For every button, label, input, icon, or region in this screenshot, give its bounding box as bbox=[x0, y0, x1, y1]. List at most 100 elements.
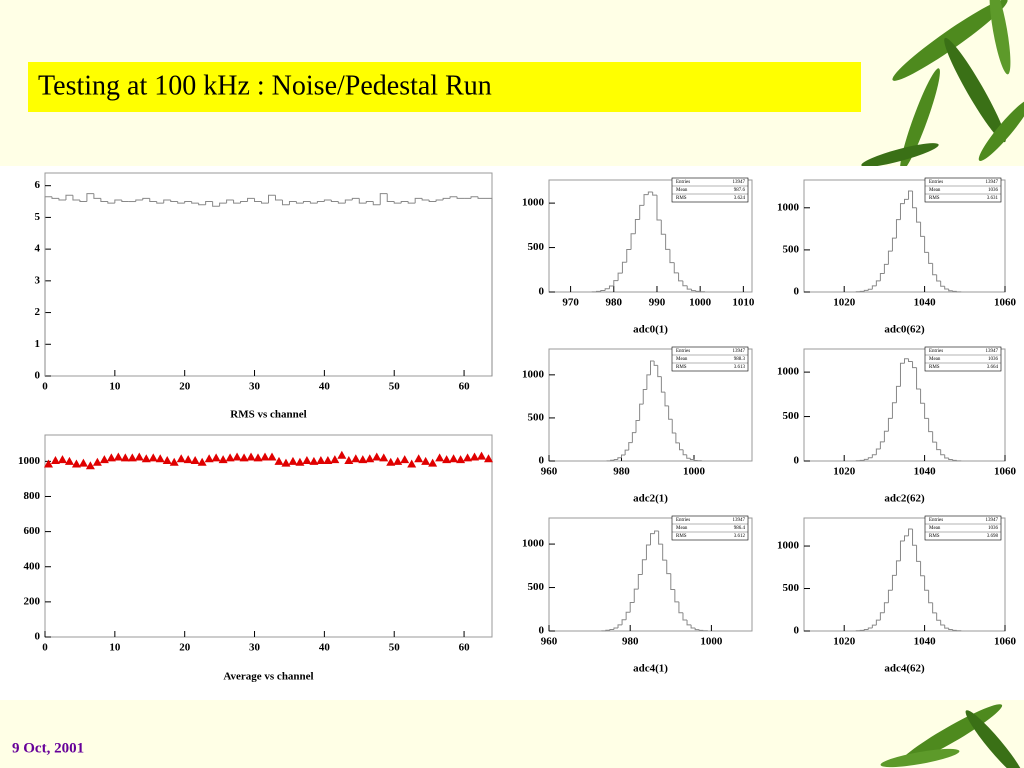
histogram-bin bbox=[928, 252, 933, 264]
marker bbox=[435, 453, 445, 462]
histogram-bin bbox=[916, 207, 921, 223]
histogram-bin bbox=[867, 288, 873, 291]
histogram-bin bbox=[393, 201, 402, 204]
histogram-bin bbox=[940, 620, 945, 626]
marker bbox=[470, 452, 480, 461]
marker bbox=[253, 453, 263, 462]
histogram-bin bbox=[948, 628, 953, 631]
histogram-bin bbox=[863, 458, 869, 461]
histogram-bin bbox=[879, 441, 885, 449]
histogram-bin bbox=[630, 233, 636, 250]
histogram-bin bbox=[883, 430, 889, 442]
marker bbox=[155, 454, 165, 463]
histogram-bin bbox=[920, 389, 925, 404]
histogram-bin bbox=[142, 197, 150, 200]
marker bbox=[71, 459, 81, 468]
marker bbox=[407, 459, 417, 468]
marker bbox=[323, 455, 333, 464]
marker bbox=[379, 453, 389, 462]
marker bbox=[463, 453, 473, 462]
histogram-bin bbox=[58, 198, 66, 201]
histogram-bin bbox=[639, 403, 644, 421]
marker bbox=[57, 455, 67, 464]
x-tick-label: 20 bbox=[179, 642, 191, 654]
histogram-bin bbox=[952, 290, 957, 292]
histogram-bin bbox=[682, 612, 688, 621]
histogram-bin bbox=[863, 628, 869, 631]
histogram-bin bbox=[871, 624, 877, 628]
histogram-bin bbox=[643, 194, 649, 206]
marker bbox=[239, 453, 249, 462]
x-tick-label: 960 bbox=[541, 636, 558, 648]
marker bbox=[127, 453, 137, 462]
plot-frame bbox=[44, 434, 493, 638]
y-tick-label: 1000 bbox=[18, 455, 41, 467]
bamboo-bottom bbox=[880, 704, 1024, 768]
x-tick-label: 1000 bbox=[700, 636, 723, 648]
x-tick-label: 980 bbox=[613, 466, 630, 478]
marker bbox=[484, 454, 494, 463]
histogram-bin bbox=[449, 196, 458, 199]
marker bbox=[365, 454, 375, 463]
histogram-bin bbox=[163, 199, 171, 204]
marker bbox=[309, 456, 319, 465]
histogram-bin bbox=[650, 360, 655, 375]
histogram-bin bbox=[240, 201, 248, 204]
y-tick-label: 5 bbox=[35, 211, 41, 223]
histogram-bin bbox=[79, 199, 87, 203]
histogram-bin bbox=[891, 574, 897, 591]
histogram-bin bbox=[654, 530, 659, 534]
histogram-bin bbox=[642, 388, 647, 405]
histogram-bin bbox=[928, 418, 933, 433]
histogram-bin bbox=[605, 629, 610, 631]
y-tick-label: 500 bbox=[528, 581, 545, 593]
histogram-bin bbox=[121, 199, 129, 203]
histogram-bin bbox=[689, 458, 694, 460]
histogram-bin bbox=[675, 433, 680, 444]
histogram-bin bbox=[645, 544, 651, 560]
histogram-bin bbox=[695, 290, 701, 292]
histogram-bin bbox=[863, 289, 869, 292]
histogram-bin bbox=[650, 533, 655, 545]
x-tick-label: 30 bbox=[249, 381, 261, 393]
histogram-bin bbox=[686, 620, 692, 626]
stats-box bbox=[671, 177, 749, 203]
x-tick-label: 30 bbox=[249, 642, 261, 654]
marker bbox=[141, 454, 151, 463]
histogram-bin bbox=[641, 559, 647, 575]
histogram-bin bbox=[372, 201, 381, 206]
histogram-bin bbox=[682, 449, 687, 456]
marker bbox=[316, 455, 326, 464]
stats-value: 13947 bbox=[986, 349, 999, 354]
histogram-bin bbox=[879, 612, 885, 621]
marker bbox=[92, 457, 102, 466]
stats-value: 13947 bbox=[986, 180, 999, 185]
marker bbox=[120, 453, 130, 462]
stats-label: RMS bbox=[676, 365, 687, 370]
x-tick-label: 60 bbox=[459, 642, 471, 654]
stats-value: 13947 bbox=[733, 180, 746, 185]
stats-label: Mean bbox=[929, 526, 941, 531]
y-tick-label: 3 bbox=[35, 274, 41, 286]
marker bbox=[148, 453, 158, 462]
marker bbox=[358, 455, 368, 464]
x-axis-label: adc2(62) bbox=[884, 493, 925, 505]
y-tick-label: 0 bbox=[539, 455, 545, 467]
stats-label: Mean bbox=[929, 357, 941, 362]
stats-value: 3.613 bbox=[734, 365, 746, 370]
x-tick-label: 60 bbox=[459, 381, 471, 393]
histogram-bin bbox=[678, 272, 683, 282]
marker bbox=[211, 453, 221, 462]
histogram-bin bbox=[879, 272, 885, 281]
marker bbox=[204, 454, 214, 463]
leaf bbox=[944, 37, 1006, 143]
histogram-bin bbox=[899, 540, 905, 561]
bamboo-top bbox=[861, 0, 1024, 172]
histogram-bin bbox=[686, 454, 691, 459]
stats-value: 3.624 bbox=[734, 196, 746, 201]
marker bbox=[442, 455, 452, 464]
histogram-bin bbox=[908, 358, 913, 362]
x-tick-label: 1060 bbox=[994, 466, 1017, 478]
x-tick-label: 1020 bbox=[833, 466, 856, 478]
x-tick-label: 50 bbox=[389, 642, 401, 654]
